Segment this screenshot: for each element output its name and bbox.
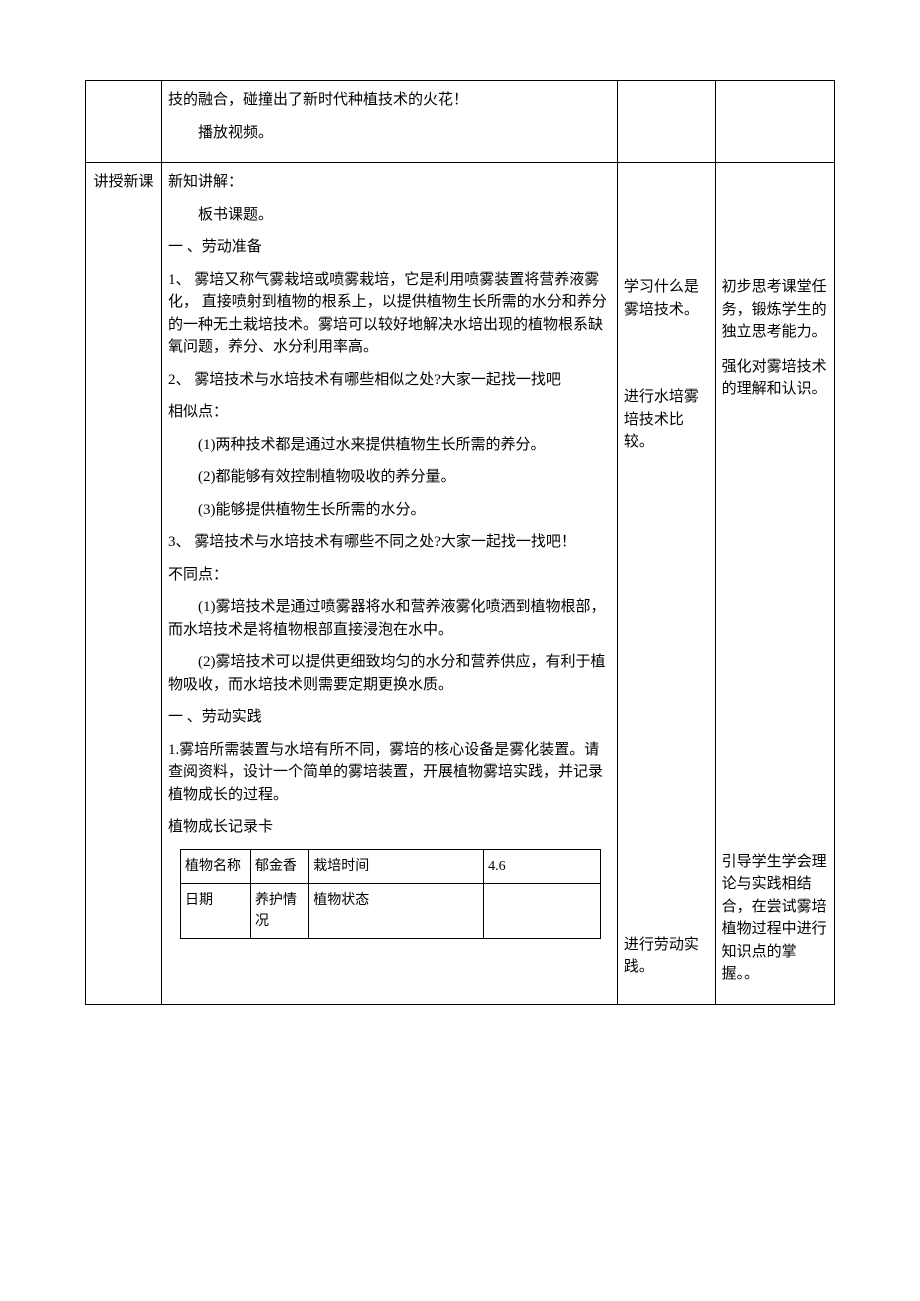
- text-line: 技的融合，碰撞出了新时代种植技术的火花！: [168, 89, 611, 112]
- text-line: 2、 雾培技术与水培技术有哪些相似之处?大家一起找一找吧: [168, 369, 611, 392]
- text-line: 学习什么是雾培技术。: [624, 276, 709, 321]
- inner-cell: [484, 883, 601, 938]
- intent-cell-empty: [715, 81, 834, 163]
- inner-cell: 养护情况: [250, 883, 308, 938]
- text-line: (1)两种技术都是通过水来提供植物生长所需的养分。: [168, 434, 611, 457]
- text-line: 播放视频。: [168, 122, 611, 145]
- inner-cell: 栽培时间: [309, 849, 484, 883]
- inner-cell: 郁金香: [250, 849, 308, 883]
- text-line: 3、 雾培技术与水培技术有哪些不同之处?大家一起找一找吧！: [168, 531, 611, 554]
- student-activity-cell: 学习什么是雾培技术。 进行水培雾培技术比较。 进行劳动实践。: [617, 163, 715, 1005]
- text-line: 植物成长记录卡: [168, 816, 611, 839]
- content-cell: 技的融合，碰撞出了新时代种植技术的火花！ 播放视频。: [161, 81, 617, 163]
- table-row: 技的融合，碰撞出了新时代种植技术的火花！ 播放视频。: [86, 81, 835, 163]
- text-line: 1.雾培所需装置与水培有所不同，雾培的核心设备是雾化装置。请查阅资料，设计一个简…: [168, 739, 611, 807]
- inner-cell: 植物状态: [309, 883, 484, 938]
- text-line: 进行水培雾培技术比较。: [624, 386, 709, 454]
- stage-cell-empty: [86, 81, 162, 163]
- section-heading: 一 、劳动实践: [168, 706, 611, 729]
- text-line: 新知讲解：: [168, 171, 611, 194]
- text-line: 初步思考课堂任务，锻炼学生的独立思考能力。: [722, 276, 828, 344]
- student-cell-empty: [617, 81, 715, 163]
- document-page: 技的融合，碰撞出了新时代种植技术的火花！ 播放视频。 讲授新课 新知讲解： 板书…: [0, 0, 920, 1065]
- text-line: 相似点：: [168, 401, 611, 424]
- text-line: (2)都能够有效控制植物吸收的养分量。: [168, 466, 611, 489]
- inner-cell: 植物名称: [180, 849, 250, 883]
- table-row: 讲授新课 新知讲解： 板书课题。 一 、劳动准备 1、 雾培又称气雾栽培或喷雾栽…: [86, 163, 835, 1005]
- table-row: 日期 养护情况 植物状态: [180, 883, 600, 938]
- text-line: 1、 雾培又称气雾栽培或喷雾栽培，它是利用喷雾装置将营养液雾化， 直接喷射到植物…: [168, 269, 611, 359]
- text-line: (2)雾培技术可以提供更细致均匀的水分和营养供应，有利于植物吸收，而水培技术则需…: [168, 651, 611, 696]
- inner-cell: 日期: [180, 883, 250, 938]
- text-line: (1)雾培技术是通过喷雾器将水和营养液雾化喷洒到植物根部，而水培技术是将植物根部…: [168, 596, 611, 641]
- text-line: 进行劳动实践。: [624, 934, 709, 979]
- text-line: 强化对雾培技术的理解和认识。: [722, 356, 828, 401]
- text-line: (3)能够提供植物生长所需的水分。: [168, 499, 611, 522]
- design-intent-cell: 初步思考课堂任务，锻炼学生的独立思考能力。 强化对雾培技术的理解和认识。 引导学…: [715, 163, 834, 1005]
- text-line: 板书课题。: [168, 204, 611, 227]
- plant-growth-record-table: 植物名称 郁金香 栽培时间 4.6 日期 养护情况 植物状态: [180, 849, 601, 939]
- lesson-plan-table: 技的融合，碰撞出了新时代种植技术的火花！ 播放视频。 讲授新课 新知讲解： 板书…: [85, 80, 835, 1005]
- text-line: 引导学生学会理论与实践相结合，在尝试雾培植物过程中进行知识点的掌握。。: [722, 851, 828, 986]
- table-row: 植物名称 郁金香 栽培时间 4.6: [180, 849, 600, 883]
- content-cell: 新知讲解： 板书课题。 一 、劳动准备 1、 雾培又称气雾栽培或喷雾栽培，它是利…: [161, 163, 617, 1005]
- section-heading: 一 、劳动准备: [168, 236, 611, 259]
- inner-cell: 4.6: [484, 849, 601, 883]
- stage-cell: 讲授新课: [86, 163, 162, 1005]
- text-line: 不同点：: [168, 564, 611, 587]
